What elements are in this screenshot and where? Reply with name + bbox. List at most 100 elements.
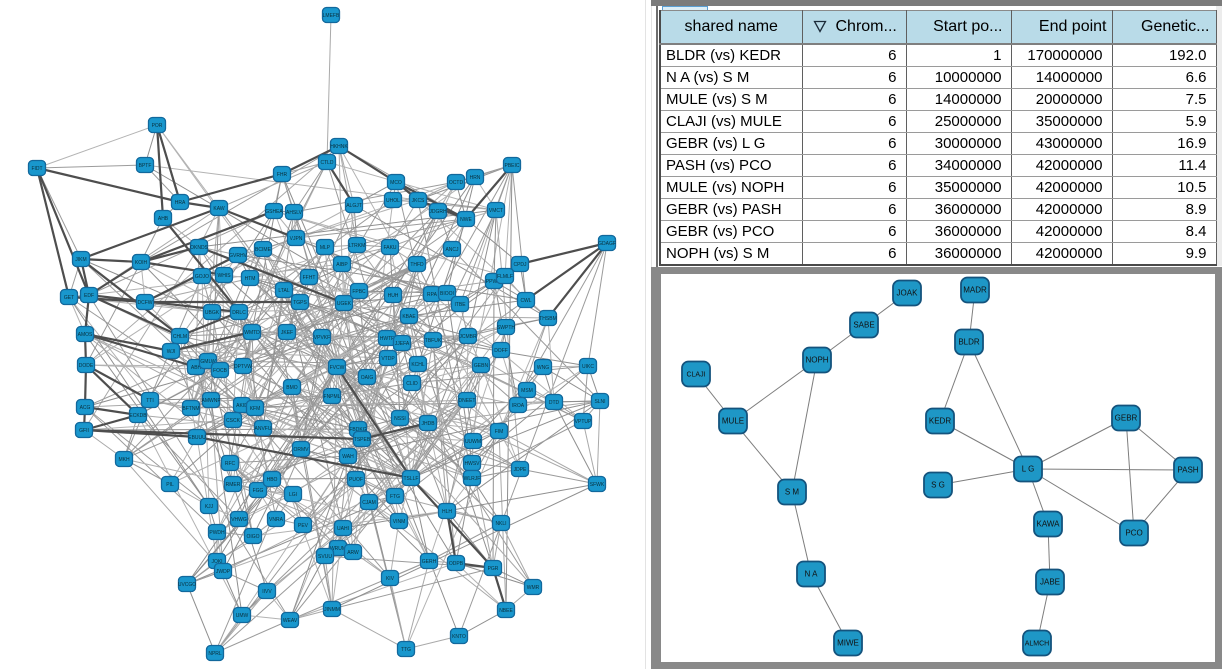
svg-text:LMEFB: LMEFB <box>323 13 340 19</box>
svg-text:DPTVW: DPTVW <box>234 364 252 370</box>
svg-text:GEBN: GEBN <box>474 363 489 369</box>
svg-text:TBFUK: TBFUK <box>425 338 442 344</box>
svg-text:GDAGF: GDAGF <box>598 241 616 247</box>
svg-text:HBO: HBO <box>267 477 278 483</box>
svg-text:VNRA: VNRA <box>269 517 284 523</box>
svg-text:HRA: HRA <box>175 200 186 206</box>
svg-text:TTI: TTI <box>146 398 154 404</box>
svg-text:SVUU: SVUU <box>318 554 332 560</box>
svg-text:NOPH: NOPH <box>805 356 828 365</box>
svg-text:IIVV: IIVV <box>262 589 272 595</box>
svg-text:CPDJ: CPDJ <box>513 262 527 268</box>
svg-text:KOIH: KOIH <box>135 260 148 266</box>
svg-text:KIV: KIV <box>386 576 395 582</box>
svg-text:JIKM: JIKM <box>75 257 86 263</box>
svg-text:WHIS: WHIS <box>217 273 231 279</box>
svg-text:UUWM: UUWM <box>465 439 481 445</box>
svg-text:WRUM: WRUM <box>330 546 346 552</box>
svg-text:BIOOI: BIOOI <box>440 291 454 297</box>
svg-text:UHOL: UHOL <box>386 198 400 204</box>
svg-text:WMTD: WMTD <box>244 330 260 336</box>
svg-text:CWL: CWL <box>520 298 531 304</box>
svg-text:VMCT: VMCT <box>489 208 503 214</box>
svg-text:MCO: MCO <box>390 180 402 186</box>
svg-text:JABE: JABE <box>1040 578 1060 587</box>
svg-text:JDGRH: JDGRH <box>429 209 447 215</box>
svg-text:JWDP: JWDP <box>216 569 231 575</box>
svg-text:CHLM: CHLM <box>173 334 187 340</box>
svg-text:HWSV: HWSV <box>465 461 481 467</box>
svg-text:ANVFU: ANVFU <box>255 426 272 432</box>
svg-text:KNTO: KNTO <box>452 634 466 640</box>
svg-text:VPVKF: VPVKF <box>314 335 330 341</box>
svg-text:JKEF: JKEF <box>281 330 293 336</box>
svg-text:LTRKM: LTRKM <box>349 243 366 249</box>
svg-text:GFII: GFII <box>79 428 89 434</box>
svg-text:LTAL: LTAL <box>278 288 289 294</box>
svg-text:DOFF: DOFF <box>494 348 508 354</box>
svg-text:ALGJT: ALGJT <box>346 203 362 209</box>
svg-text:FHR: FHR <box>277 172 288 178</box>
svg-text:AHSLV: AHSLV <box>286 210 303 216</box>
svg-text:PGR: PGR <box>488 566 499 572</box>
svg-text:MSM: MSM <box>521 388 533 394</box>
svg-text:GET: GET <box>64 295 74 301</box>
svg-text:NPRL: NPRL <box>208 651 222 657</box>
svg-text:HLH: HLH <box>442 509 452 515</box>
svg-text:FTG: FTG <box>390 494 400 500</box>
svg-text:VHWG: VHWG <box>231 517 247 523</box>
svg-text:FIM: FIM <box>495 429 504 435</box>
svg-text:WLRJF: WLRJF <box>464 476 481 482</box>
svg-text:DTD: DTD <box>549 400 560 406</box>
svg-text:UMW: UMW <box>236 613 249 619</box>
svg-text:CJAM: CJAM <box>362 500 376 506</box>
svg-text:HUH: HUH <box>388 293 399 299</box>
svg-text:KAW: KAW <box>213 206 224 212</box>
svg-text:GMLW: GMLW <box>200 359 215 365</box>
svg-text:CLAJI: CLAJI <box>686 372 705 379</box>
svg-text:JOAK: JOAK <box>897 289 919 298</box>
svg-text:OCTD: OCTD <box>449 180 464 186</box>
svg-text:WNG: WNG <box>537 365 549 371</box>
svg-text:DODE: DODE <box>79 363 94 369</box>
svg-text:AKID: AKID <box>236 403 248 409</box>
svg-text:WAH: WAH <box>342 454 354 460</box>
svg-text:AIBP: AIBP <box>336 262 348 268</box>
svg-text:PIL: PIL <box>166 482 174 488</box>
svg-text:HWTF: HWTF <box>380 336 394 342</box>
svg-text:FGG: FGG <box>253 488 264 494</box>
svg-text:NSSI: NSSI <box>394 416 406 422</box>
svg-text:ALMCH: ALMCH <box>1025 641 1050 648</box>
svg-text:MKH: MKH <box>118 457 130 463</box>
svg-text:PEV: PEV <box>298 523 309 529</box>
svg-text:S G: S G <box>931 481 945 490</box>
svg-text:AHB: AHB <box>158 216 169 222</box>
svg-text:BLDR: BLDR <box>958 338 980 347</box>
svg-text:VPTUP: VPTUP <box>575 419 592 425</box>
svg-text:RFC: RFC <box>225 461 236 467</box>
svg-text:UVCGO: UVCGO <box>178 582 196 588</box>
svg-text:GSHEA: GSHEA <box>265 209 283 215</box>
svg-text:TGPS: TGPS <box>293 300 307 306</box>
svg-text:THSBM: THSBM <box>539 316 557 322</box>
svg-text:NWE: NWE <box>460 217 472 223</box>
svg-text:ORMV: ORMV <box>294 447 310 453</box>
svg-text:KBAE: KBAE <box>402 314 416 320</box>
svg-text:RMER: RMER <box>226 482 241 488</box>
svg-text:JCMBR: JCMBR <box>459 334 477 340</box>
svg-text:SFWK: SFWK <box>590 482 605 488</box>
svg-text:UBGK: UBGK <box>205 310 220 316</box>
svg-text:FVCW: FVCW <box>330 365 345 371</box>
svg-text:KAWA: KAWA <box>1037 520 1061 529</box>
svg-text:WJI: WJI <box>167 349 176 355</box>
svg-text:DRLC: DRLC <box>232 310 246 316</box>
svg-text:FFHT: FFHT <box>303 275 316 281</box>
svg-text:JOKI: JOKI <box>211 559 222 565</box>
svg-text:PCO: PCO <box>1125 529 1142 538</box>
svg-text:JHDB: JHDB <box>421 421 435 427</box>
svg-text:BFTNM: BFTNM <box>182 406 199 412</box>
svg-text:KFM: KFM <box>250 406 261 412</box>
svg-text:GVRHV: GVRHV <box>229 253 247 259</box>
svg-text:ANCJ: ANCJ <box>445 247 459 253</box>
svg-text:HRN: HRN <box>470 175 481 181</box>
